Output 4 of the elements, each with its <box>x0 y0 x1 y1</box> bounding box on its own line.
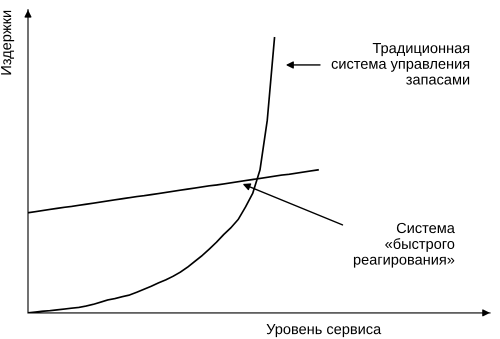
text: Традиционная система управления запасами <box>332 43 470 85</box>
x-axis-title: Уровень сервиса <box>266 324 382 338</box>
text: Система «быстрого реагирования» <box>354 222 455 268</box>
y-axis-title: Издержки <box>1 10 14 74</box>
